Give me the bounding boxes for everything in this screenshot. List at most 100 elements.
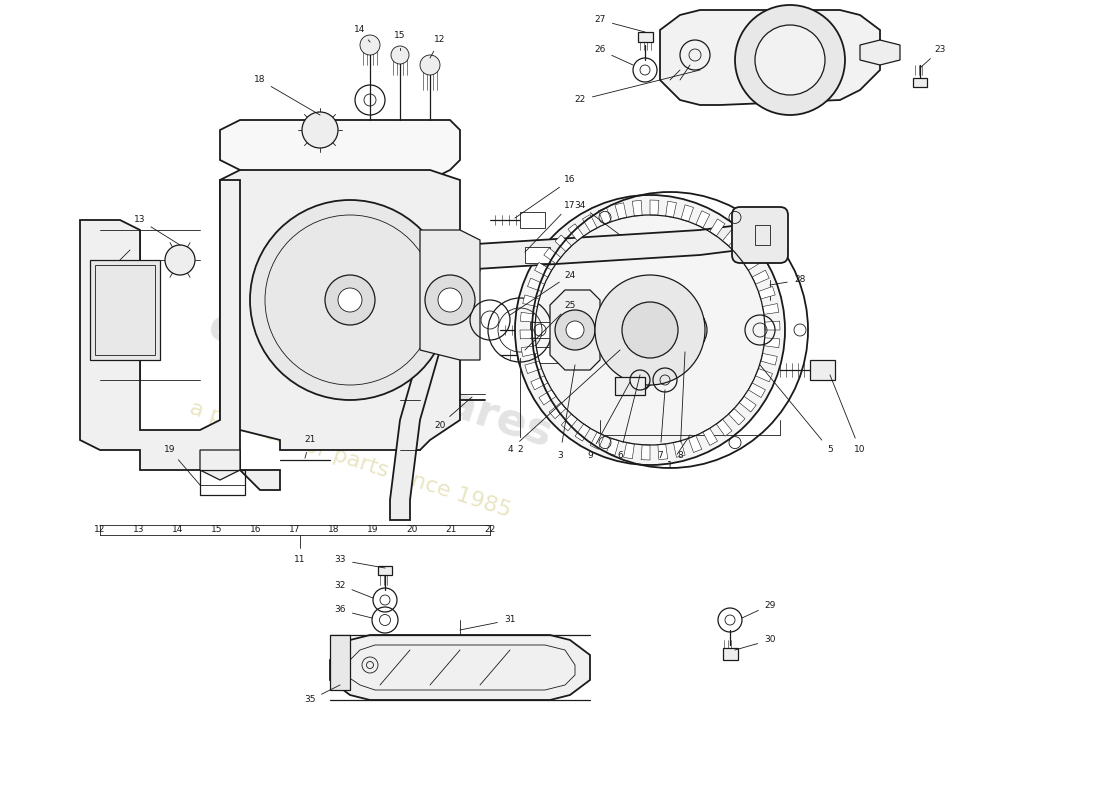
Text: 29: 29: [764, 601, 776, 610]
Text: 26: 26: [594, 46, 606, 54]
Text: 6: 6: [617, 450, 623, 459]
Text: 32: 32: [334, 581, 345, 590]
Circle shape: [425, 275, 475, 325]
Polygon shape: [521, 346, 538, 357]
Text: 36: 36: [334, 606, 345, 614]
Polygon shape: [528, 278, 544, 291]
Circle shape: [556, 310, 595, 350]
Polygon shape: [758, 286, 776, 299]
Polygon shape: [752, 270, 769, 284]
Text: 21: 21: [305, 435, 316, 445]
Text: 14: 14: [354, 26, 365, 34]
Circle shape: [595, 275, 705, 385]
Polygon shape: [748, 383, 766, 398]
Polygon shape: [666, 308, 704, 352]
Circle shape: [165, 245, 195, 275]
Text: 34: 34: [574, 201, 585, 210]
Text: 23: 23: [934, 46, 946, 54]
Polygon shape: [583, 214, 597, 232]
Bar: [638, 32, 653, 42]
Circle shape: [390, 46, 409, 64]
Polygon shape: [739, 396, 756, 412]
Polygon shape: [598, 207, 612, 225]
Text: 9: 9: [587, 450, 593, 459]
Polygon shape: [756, 369, 772, 382]
Text: 7: 7: [657, 450, 663, 459]
Polygon shape: [666, 202, 676, 218]
Circle shape: [420, 55, 440, 75]
Polygon shape: [522, 295, 539, 306]
Text: 1: 1: [667, 461, 673, 470]
Polygon shape: [220, 170, 460, 450]
Text: eurocarspares: eurocarspares: [202, 304, 558, 456]
Text: 28: 28: [794, 275, 805, 285]
Bar: [913, 78, 927, 87]
Text: 25: 25: [564, 301, 575, 310]
Polygon shape: [658, 444, 668, 460]
Text: 27: 27: [594, 15, 606, 25]
Circle shape: [566, 321, 584, 339]
Text: 20: 20: [406, 526, 418, 534]
Text: 15: 15: [394, 30, 406, 39]
Polygon shape: [734, 242, 751, 258]
Text: 8: 8: [678, 450, 683, 459]
Polygon shape: [641, 445, 650, 460]
Polygon shape: [710, 219, 725, 236]
Polygon shape: [744, 255, 761, 270]
Polygon shape: [689, 435, 702, 453]
Text: 21: 21: [446, 526, 456, 534]
Polygon shape: [549, 402, 566, 418]
Text: 33: 33: [334, 555, 345, 565]
Text: 24: 24: [564, 270, 575, 279]
Circle shape: [324, 275, 375, 325]
Text: 3: 3: [557, 450, 563, 459]
Text: 35: 35: [305, 695, 316, 705]
Polygon shape: [632, 200, 642, 216]
Polygon shape: [591, 432, 604, 450]
Circle shape: [250, 200, 450, 400]
Polygon shape: [681, 205, 693, 222]
Bar: [95, 265, 155, 355]
Polygon shape: [650, 200, 659, 215]
Text: a passion for parts since 1985: a passion for parts since 1985: [187, 398, 514, 522]
Bar: [90, 260, 160, 360]
Polygon shape: [624, 442, 635, 458]
Bar: [755, 225, 770, 245]
Text: 18: 18: [254, 75, 266, 85]
Polygon shape: [240, 450, 280, 490]
Circle shape: [302, 112, 338, 148]
Circle shape: [621, 302, 678, 358]
Polygon shape: [575, 424, 591, 441]
Polygon shape: [390, 270, 480, 520]
Bar: [530, 322, 556, 338]
Circle shape: [338, 288, 362, 312]
Polygon shape: [696, 210, 710, 228]
Polygon shape: [80, 180, 240, 470]
Polygon shape: [568, 224, 584, 241]
Circle shape: [360, 35, 379, 55]
Polygon shape: [561, 414, 578, 431]
Polygon shape: [761, 354, 778, 365]
FancyBboxPatch shape: [732, 207, 788, 263]
Polygon shape: [460, 220, 760, 270]
Polygon shape: [543, 248, 561, 264]
Bar: [723, 648, 738, 660]
Polygon shape: [330, 635, 590, 700]
Polygon shape: [763, 338, 780, 348]
Text: 14: 14: [173, 526, 184, 534]
Text: 12: 12: [95, 526, 106, 534]
Text: 10: 10: [855, 446, 866, 454]
Circle shape: [438, 288, 462, 312]
Polygon shape: [539, 390, 556, 405]
Polygon shape: [764, 321, 780, 330]
Polygon shape: [615, 202, 627, 219]
Polygon shape: [531, 376, 548, 390]
Bar: [378, 566, 392, 575]
Polygon shape: [723, 229, 739, 246]
Bar: [810, 360, 835, 380]
Polygon shape: [556, 235, 572, 251]
Bar: [535, 347, 560, 363]
Bar: [615, 377, 645, 395]
Circle shape: [515, 195, 785, 465]
Polygon shape: [220, 120, 460, 180]
